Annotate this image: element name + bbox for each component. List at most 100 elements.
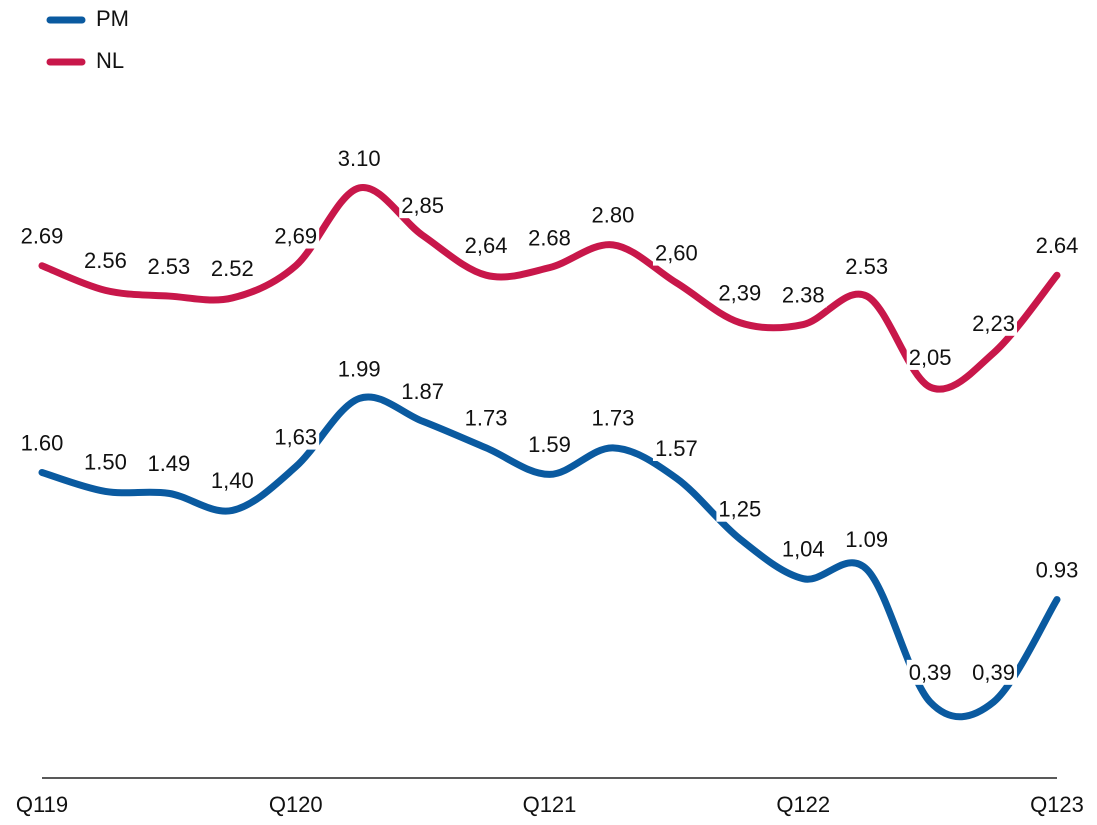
data-label-group: 1.49 <box>145 451 193 477</box>
data-label-bg <box>716 280 764 306</box>
data-label: 2,69 <box>274 224 317 249</box>
data-label-bg <box>208 255 256 281</box>
data-label: 3.10 <box>338 146 381 171</box>
data-label: 1.49 <box>147 451 190 476</box>
data-label: 1.09 <box>845 527 888 552</box>
data-label-bg <box>18 223 66 249</box>
data-label-bg <box>970 310 1017 336</box>
data-label-bg <box>716 496 764 522</box>
x-tick-label: Q121 <box>523 792 577 817</box>
series-line <box>38 393 1061 721</box>
data-label: 2.64 <box>1036 233 1079 258</box>
data-label: 1,63 <box>274 425 317 450</box>
data-label-group: 2.53 <box>145 253 193 279</box>
data-label: 1.50 <box>84 449 127 474</box>
series-line <box>38 184 1061 393</box>
data-label-group: 1,04 <box>779 536 827 562</box>
data-label-group: 1.73 <box>589 405 637 431</box>
data-label: 1.73 <box>465 406 508 431</box>
data-label-bg <box>652 435 700 461</box>
x-tick-label: Q119 <box>16 792 68 817</box>
data-label-bg <box>82 449 129 475</box>
data-label-group: 1,25 <box>716 496 764 522</box>
data-label-group: 0,39 <box>906 659 954 685</box>
data-label: 1,25 <box>718 497 761 522</box>
data-label-bg <box>145 451 193 477</box>
data-label-group: 1.59 <box>526 432 573 458</box>
data-label: 1,40 <box>211 468 254 493</box>
data-label: 2,60 <box>655 241 698 266</box>
data-label-group: 1.87 <box>399 379 447 405</box>
data-label-bg <box>906 659 954 685</box>
data-label-bg <box>526 225 573 251</box>
data-label-group: 2.52 <box>208 255 256 281</box>
data-label: 2,64 <box>465 233 508 258</box>
x-tick-label: Q120 <box>269 792 323 817</box>
data-label: 2.53 <box>147 254 190 279</box>
data-label-bg <box>335 356 383 382</box>
data-label-group: 1.99 <box>335 356 383 382</box>
data-label-group: 1,63 <box>272 424 320 450</box>
data-label: 1.87 <box>401 379 444 404</box>
data-label: 1.73 <box>592 406 635 431</box>
data-label: 2.69 <box>21 224 64 249</box>
data-label-bg <box>526 432 573 458</box>
data-label: 2.80 <box>592 203 635 228</box>
data-label: 2.53 <box>845 254 888 279</box>
data-label-group: 1.57 <box>652 435 700 461</box>
data-label-bg <box>1033 233 1081 259</box>
data-label-group: 1,40 <box>208 468 256 494</box>
data-label: 1.59 <box>528 432 571 457</box>
data-label: 2,85 <box>401 193 444 218</box>
data-label-group: 2,60 <box>652 240 700 266</box>
data-label: 2.56 <box>84 248 127 273</box>
data-label-group: 2.69 <box>18 223 66 249</box>
data-label-group: 2.56 <box>82 248 129 274</box>
data-label: 0,39 <box>972 660 1015 685</box>
legend-label: NL <box>96 48 124 73</box>
data-label-group: 1.09 <box>843 527 891 553</box>
data-label-group: 1.73 <box>462 405 510 431</box>
data-label-bg <box>399 379 447 405</box>
data-label-bg <box>208 468 256 494</box>
data-label-bg <box>970 659 1017 685</box>
data-label-group: 0.93 <box>1033 557 1081 583</box>
data-label: 2.52 <box>211 256 254 281</box>
data-label-bg <box>145 253 193 279</box>
data-label-bg <box>779 282 827 308</box>
data-label-bg <box>335 145 383 171</box>
data-label: 1.99 <box>338 356 381 381</box>
data-label-bg <box>1033 557 1081 583</box>
data-label-bg <box>589 202 637 228</box>
data-label: 1.57 <box>655 436 698 461</box>
data-label-bg <box>82 248 129 274</box>
data-label-bg <box>843 527 891 553</box>
data-label-group: 2.80 <box>589 202 637 228</box>
legend-label: PM <box>96 6 129 31</box>
data-label: 0,39 <box>909 660 952 685</box>
data-label-group: 2.53 <box>843 253 891 279</box>
data-label-bg <box>272 424 320 450</box>
data-label: 2,39 <box>718 280 761 305</box>
data-label: 1,04 <box>782 537 825 562</box>
data-label-group: 1.50 <box>82 449 129 475</box>
data-label-group: 2.38 <box>779 282 827 308</box>
data-label-group: 2.68 <box>526 225 573 251</box>
data-label-bg <box>399 193 447 219</box>
data-label-bg <box>843 253 891 279</box>
data-label-group: 2,64 <box>462 233 510 259</box>
data-label-group: 2,39 <box>716 280 764 306</box>
data-label-bg <box>779 536 827 562</box>
data-label-group: 2,69 <box>272 223 320 249</box>
x-tick-label: Q122 <box>776 792 830 817</box>
data-label-bg <box>906 344 954 370</box>
data-label-group: 2,85 <box>399 193 447 219</box>
data-label-group: 3.10 <box>335 145 383 171</box>
data-label: 2,05 <box>909 345 952 370</box>
data-label: 2,23 <box>972 311 1015 336</box>
x-tick-label: Q123 <box>1030 792 1084 817</box>
data-label-group: 1.60 <box>18 430 66 456</box>
data-label-group: 2,05 <box>906 344 954 370</box>
data-label-bg <box>462 405 510 431</box>
